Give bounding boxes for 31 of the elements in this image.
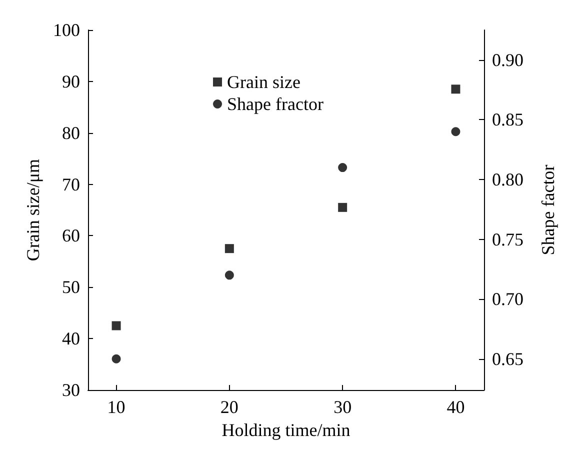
legend-label: Shape fractor — [227, 94, 324, 114]
y-tick-label: 100 — [53, 20, 80, 40]
point — [451, 127, 460, 136]
point — [338, 163, 348, 172]
x-tick-label: 20 — [220, 397, 238, 417]
y-tick-label: 40 — [62, 328, 80, 349]
y2-tick-label: 0.85 — [492, 110, 524, 130]
y2-tick-label: 0.80 — [492, 170, 524, 190]
y-tick-label: 30 — [62, 380, 80, 400]
x-tick-label: 40 — [446, 397, 465, 417]
y2-tick-label: 0.70 — [492, 289, 524, 310]
y-tick-label: 50 — [62, 277, 80, 298]
y2-tick-label: 0.90 — [492, 50, 524, 70]
point — [451, 84, 460, 94]
y2-tick-label: 0.65 — [492, 348, 524, 369]
legend-label: Grain size — [227, 72, 300, 92]
point — [224, 244, 234, 254]
y-tick-label: 70 — [62, 174, 80, 194]
y2-axis-title: Shape factor — [538, 164, 558, 256]
point — [338, 202, 348, 212]
point — [112, 354, 121, 364]
x-axis-title: Holding time/min — [222, 420, 350, 440]
y2-tick-label: 0.75 — [492, 229, 524, 250]
y-tick-label: 80 — [62, 122, 80, 143]
point — [224, 270, 234, 280]
y-axis-title: Grain size/μm — [23, 158, 44, 262]
x-tick-label: 10 — [107, 397, 126, 417]
point — [112, 321, 121, 330]
x-tick-label: 30 — [334, 397, 352, 417]
y-tick-label: 60 — [62, 226, 80, 246]
y-tick-label: 90 — [62, 71, 80, 92]
